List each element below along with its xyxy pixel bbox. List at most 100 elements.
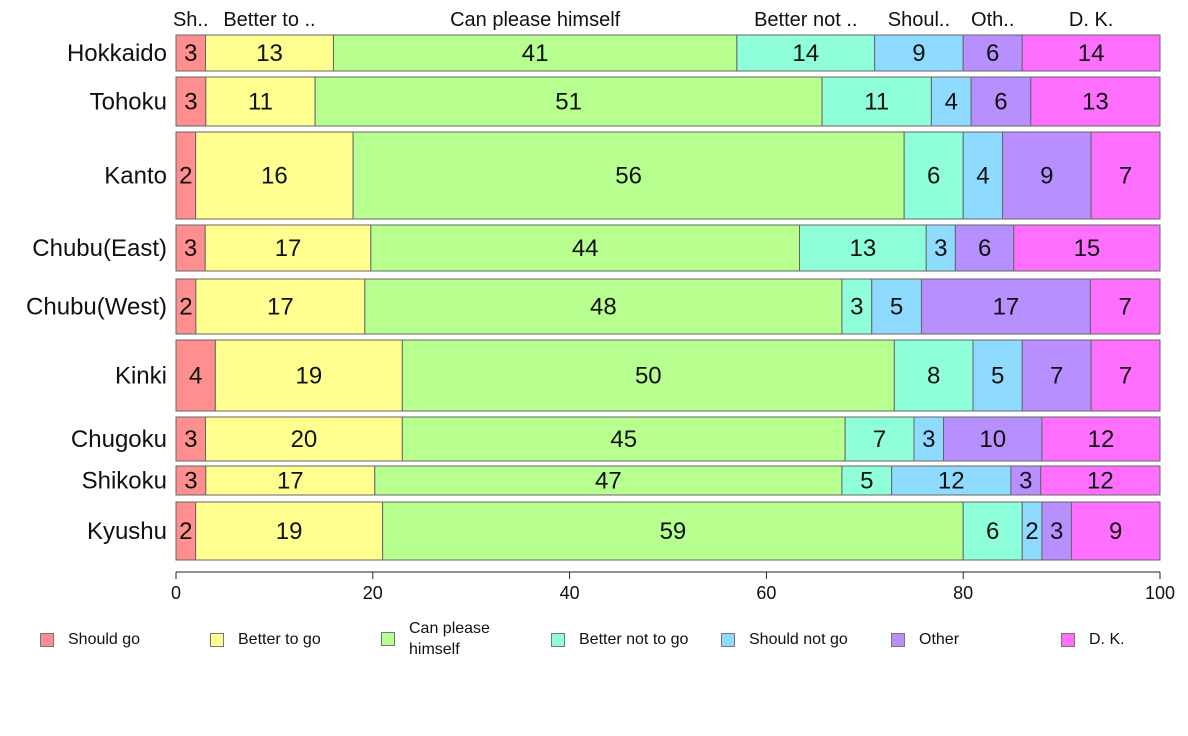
bar-segment bbox=[175, 224, 206, 272]
bar-value-label: 17 bbox=[277, 468, 304, 495]
bar-row: 2 19 59 6 2 3 9 bbox=[175, 501, 1161, 561]
bar-segment bbox=[195, 131, 354, 220]
bar-segment bbox=[1002, 131, 1092, 220]
bar-segment bbox=[1070, 501, 1161, 561]
bar-segment bbox=[175, 416, 207, 462]
category-label: Kyushu bbox=[87, 518, 167, 545]
bar-value-label: 7 bbox=[1119, 163, 1132, 190]
bar-segment bbox=[1013, 224, 1161, 272]
legend-swatch bbox=[891, 632, 905, 647]
bar-segment bbox=[925, 224, 956, 272]
bar-segment bbox=[930, 76, 972, 127]
x-tick-label: 100 bbox=[1145, 583, 1175, 603]
bar-segment bbox=[364, 278, 843, 335]
column-header-label: Oth.. bbox=[971, 9, 1014, 31]
bar-value-label: 9 bbox=[912, 40, 925, 67]
bar-value-label: 12 bbox=[1088, 426, 1115, 453]
bar-segment bbox=[871, 278, 922, 335]
bar-value-label: 20 bbox=[291, 426, 318, 453]
bar-segment bbox=[370, 224, 801, 272]
bar-segment bbox=[962, 501, 1023, 561]
bar-value-label: 2 bbox=[179, 163, 192, 190]
legend-item: Better to go bbox=[210, 629, 358, 650]
bar-row: 3 17 47 5 12 3 12 bbox=[175, 465, 1161, 496]
bar-segment bbox=[943, 416, 1043, 462]
bar-value-label: 3 bbox=[184, 40, 197, 67]
bar-segment bbox=[972, 339, 1023, 412]
bar-segment bbox=[401, 339, 895, 412]
x-tick-label: 20 bbox=[363, 583, 383, 603]
bar-value-label: 3 bbox=[922, 426, 935, 453]
bar-value-label: 15 bbox=[1074, 235, 1101, 262]
bar-segment bbox=[1041, 501, 1072, 561]
legend-label: Should not go bbox=[749, 631, 848, 648]
bar-value-label: 2 bbox=[179, 518, 192, 545]
bar-value-label: 6 bbox=[978, 235, 991, 262]
column-header-label: Shoul.. bbox=[888, 9, 950, 31]
bar-value-label: 3 bbox=[934, 235, 947, 262]
bar-value-label: 11 bbox=[864, 89, 889, 116]
bar-value-label: 51 bbox=[555, 89, 582, 116]
legend-swatch bbox=[40, 632, 54, 647]
bar-value-label: 6 bbox=[986, 40, 999, 67]
bar-segment bbox=[893, 339, 974, 412]
bar-value-label: 13 bbox=[1082, 89, 1109, 116]
bar-segment bbox=[314, 76, 823, 127]
bar-segment bbox=[175, 76, 207, 127]
bar-segment bbox=[1040, 465, 1161, 496]
bar-value-label: 2 bbox=[179, 294, 192, 321]
bar-value-label: 5 bbox=[890, 294, 903, 321]
bar-segment bbox=[1089, 278, 1161, 335]
bar-value-label: 13 bbox=[256, 40, 283, 67]
legend-item: Other bbox=[891, 629, 1039, 650]
bar-value-label: 50 bbox=[635, 363, 662, 390]
column-header-label: Sh.. bbox=[173, 9, 209, 31]
legend-label: Can please himself bbox=[409, 620, 490, 658]
bar-value-label: 3 bbox=[850, 294, 863, 321]
bar-value-label: 47 bbox=[595, 468, 622, 495]
legend-item: Better not to go bbox=[551, 629, 699, 650]
column-header-label: Can please himself bbox=[450, 9, 621, 31]
bar-value-label: 19 bbox=[276, 518, 303, 545]
bar-value-label: 6 bbox=[994, 89, 1007, 116]
legend-label: Should go bbox=[68, 631, 141, 648]
bar-value-label: 4 bbox=[976, 163, 989, 190]
bar-segment bbox=[920, 278, 1091, 335]
bar-segment bbox=[874, 34, 964, 72]
legend-item: Can please himself bbox=[381, 618, 529, 660]
x-axis: 0 20 40 60 80 100 bbox=[171, 571, 1175, 603]
legend: Should go Better to go Can please himself B… bbox=[0, 618, 1188, 668]
bar-value-label: 12 bbox=[938, 468, 965, 495]
category-label: Tohoku bbox=[90, 89, 167, 116]
x-tick-label: 60 bbox=[756, 583, 776, 603]
bar-segment bbox=[205, 465, 376, 496]
category-label: Kanto bbox=[104, 163, 167, 190]
x-tick-label: 40 bbox=[560, 583, 580, 603]
bar-value-label: 17 bbox=[267, 294, 294, 321]
bar-value-label: 10 bbox=[979, 426, 1006, 453]
bar-value-label: 4 bbox=[945, 89, 958, 116]
legend-label: Better to go bbox=[238, 631, 321, 648]
column-header-label: Better to .. bbox=[223, 9, 315, 31]
legend-swatch bbox=[210, 632, 224, 647]
bar-segment bbox=[195, 501, 384, 561]
bar-segment bbox=[841, 278, 873, 335]
bar-segment bbox=[891, 465, 1012, 496]
bar-value-label: 5 bbox=[991, 363, 1004, 390]
bar-value-label: 45 bbox=[610, 426, 637, 453]
bar-segment bbox=[195, 278, 366, 335]
bar-row: 2 17 48 3 5 17 7 bbox=[175, 278, 1161, 335]
bar-value-label: 44 bbox=[572, 235, 599, 262]
bar-value-label: 13 bbox=[849, 235, 876, 262]
bar-segment bbox=[205, 76, 316, 127]
bar-segment bbox=[204, 224, 372, 272]
bar-value-label: 11 bbox=[248, 89, 273, 116]
column-header-label: Better not .. bbox=[754, 9, 857, 31]
bar-value-label: 5 bbox=[860, 468, 873, 495]
legend-swatch bbox=[721, 632, 735, 647]
column-header-labels: Sh.. Better to .. Can please himself Better… bbox=[173, 9, 1113, 31]
bar-value-label: 3 bbox=[184, 426, 197, 453]
bar-segment bbox=[382, 501, 964, 561]
bar-segment bbox=[903, 131, 964, 220]
bar-value-label: 7 bbox=[873, 426, 886, 453]
